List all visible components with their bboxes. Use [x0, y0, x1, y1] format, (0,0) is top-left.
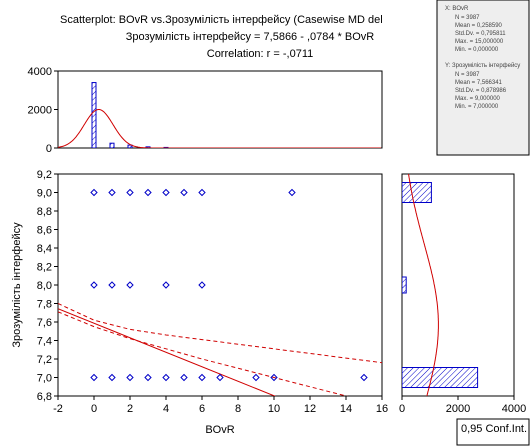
scatter-point: [198, 281, 206, 289]
x-tick-label: 8: [235, 403, 241, 415]
legend-y-stat: Std.Dv. = 0,878986: [455, 88, 507, 94]
legend-x-stat: Std.Dv. = 0,795811: [455, 31, 506, 37]
scatter-point: [108, 281, 116, 289]
x-tick-label: 2: [127, 403, 133, 415]
top-normal-curve: [58, 109, 382, 148]
x-tick-label: 0: [91, 403, 97, 415]
stats-legend: X: BOvR N = 3987 Mean = 0,258590 Std.Dv.…: [436, 0, 530, 156]
y-tick-label: 8,6: [37, 225, 52, 237]
chart-title: Scatterplot: BOvR vs.Зрозумілість інтерф…: [60, 14, 383, 26]
confidence-band-upper: [58, 303, 382, 364]
scatter-point: [180, 188, 188, 197]
right-x-tick-label: 4000: [502, 403, 526, 415]
scatter-point: [216, 373, 224, 382]
scatter-point: [198, 188, 206, 197]
right-x-tick-label: 2000: [446, 403, 470, 415]
right-histogram-frame: [401, 173, 515, 397]
y-tick-label: 9,0: [37, 188, 52, 200]
right-normal-curve: [408, 174, 439, 396]
top-y-tick-label: 2000: [28, 105, 52, 117]
scatter-point: [270, 373, 278, 382]
right-histogram-bar: [402, 182, 432, 203]
right-marginal-histogram: 0 2000 4000: [399, 173, 526, 415]
x-tick-label: 6: [199, 403, 205, 415]
conf-int-label: 0,95 Conf.Int.: [461, 423, 527, 435]
top-histogram-bar: [127, 144, 133, 148]
top-histogram-bar: [91, 82, 97, 148]
scatter-point: [162, 373, 170, 382]
x-tick-label: 16: [376, 403, 388, 415]
legend-x-stat: N = 3987: [455, 15, 480, 21]
confidence-band-lower: [58, 311, 349, 396]
scatter-point: [90, 373, 98, 382]
scatter-point: [198, 373, 206, 382]
y-tick-label: 7,6: [37, 317, 52, 329]
x-axis-label: BOvR: [205, 424, 234, 436]
top-y-tick-label: 4000: [28, 66, 52, 78]
y-tick-label: 7,0: [37, 373, 52, 385]
x-tick-label: 4: [163, 403, 169, 415]
top-y-tick-label: 0: [46, 143, 52, 155]
scatter-point: [108, 373, 116, 382]
scatter-point: [108, 188, 116, 197]
scatter-point: [162, 281, 170, 289]
y-tick-label: 6,8: [37, 391, 52, 403]
top-histogram-bar: [109, 142, 115, 148]
y-tick-label: 8,8: [37, 206, 52, 218]
legend-x-stat: Mean = 0,258590: [455, 23, 503, 29]
x-tick-label: 12: [304, 403, 316, 415]
scatter-point: [144, 373, 152, 382]
legend-y-stat: Min. = 7,000000: [455, 104, 499, 110]
scatter-point: [90, 281, 98, 289]
scatter-frame: [57, 173, 383, 397]
y-tick-label: 7,2: [37, 354, 52, 366]
right-histogram-bar: [402, 367, 479, 388]
scatter-point: [144, 188, 152, 197]
scatter-point: [288, 188, 296, 197]
legend-x-stat: Max. = 15,000000: [455, 39, 504, 45]
right-x-tick-label: 0: [399, 403, 405, 415]
y-tick-label: 8,2: [37, 262, 52, 274]
scatter-point: [90, 188, 98, 197]
y-axis-label: Зрозумілість інтерфейсу: [11, 222, 23, 348]
right-histogram-bar: [402, 276, 407, 294]
legend-box: [436, 0, 530, 156]
y-tick-label: 7,8: [37, 299, 52, 311]
scatter-point: [180, 373, 188, 382]
legend-x-heading: X: BOvR: [445, 6, 469, 12]
conf-int-label-box: 0,95 Conf.Int.: [456, 418, 530, 446]
chart-regression-equation: Зрозумілість інтерфейсу = 7,5866 - ,0784…: [126, 31, 374, 43]
scatter-point: [126, 373, 134, 382]
x-tick-label: -2: [53, 403, 63, 415]
legend-y-stat: N = 3987: [455, 72, 480, 78]
legend-x-stat: Min. = 0,000000: [455, 47, 499, 53]
legend-y-stat: Mean = 7,566341: [455, 80, 503, 86]
main-scatter-panel: -2 0 2 4 6 8 10 12 14 16 6,8 7,0 7,2 7,4 7,6 7,8 8,0 8,2…: [11, 169, 388, 436]
y-tick-label: 8,0: [37, 280, 52, 292]
chart-correlation: Correlation: r = -,0711: [207, 48, 314, 60]
scatter-point: [360, 373, 368, 382]
x-tick-label: 14: [340, 403, 352, 415]
y-tick-label: 7,4: [37, 336, 52, 348]
top-marginal-histogram: 0 2000 4000: [28, 66, 383, 155]
x-tick-label: 10: [268, 403, 280, 415]
scatter-point: [126, 281, 134, 289]
legend-y-stat: Max. = 9,000000: [455, 96, 501, 102]
y-tick-label: 8,4: [37, 243, 52, 255]
scatter-point: [252, 373, 260, 382]
scatter-point: [126, 188, 134, 197]
y-tick-label: 9,2: [37, 169, 52, 181]
scatter-point: [162, 188, 170, 197]
legend-y-heading: Y: Зрозумілість інтерфейсу: [445, 62, 520, 69]
top-histogram-frame: [57, 70, 383, 149]
